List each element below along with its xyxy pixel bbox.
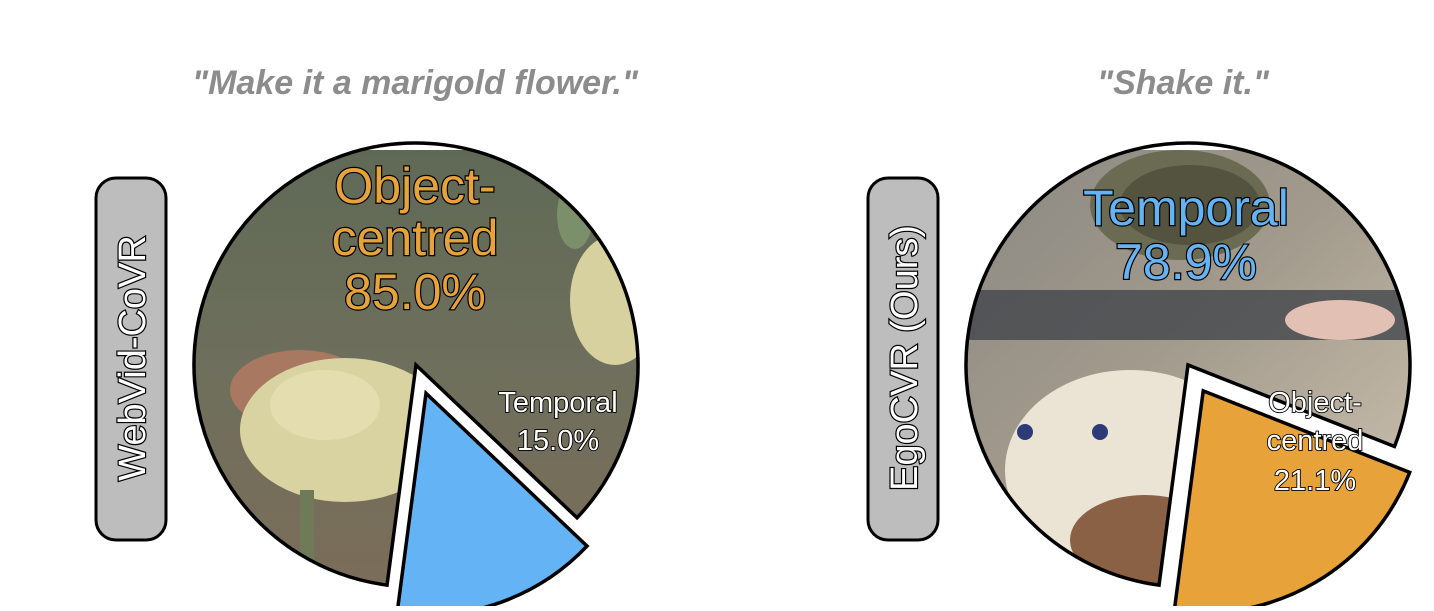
slice-label-line: Temporal [498,387,617,419]
slice-label-line: Object- [1268,387,1361,419]
dataset-label-pill: EgoCVR (Ours) [866,176,940,542]
slice-label-line: centred [1267,425,1364,457]
chart-title: "Shake it." [1097,64,1270,102]
pie-slice-object-centred [192,141,640,588]
pie-slice-object-centred [1172,388,1412,611]
dataset-label: EgoCVR (Ours) [884,225,926,491]
dataset-label-pill: WebVid-CoVR [94,176,168,542]
slice-value-label: 85.0% [344,264,486,320]
slice-label-line: centred [332,210,499,266]
slice-label-temporal: Temporal 78.9% [1082,179,1290,291]
chart-webvid: "Make it a marigold flower." WebVid-CoVR… [94,64,640,611]
slice-value-label: 15.0% [517,425,599,457]
dataset-label: WebVid-CoVR [112,235,154,481]
chart-title: "Make it a marigold flower." [192,64,639,102]
pie-slice-temporal [964,141,1412,588]
slice-label-temporal: Temporal 15.0% [497,386,618,458]
slice-label-object-centred: Object- centred 85.0% [330,157,499,321]
slice-value-label: 21.1% [1274,465,1356,497]
slice-value-label: 78.9% [1115,234,1257,290]
slice-label-line: Object- [334,158,495,214]
slice-label-line: Temporal [1083,180,1289,236]
chart-egocvr: "Shake it." EgoCVR (Ours) Temporal [866,64,1412,611]
pie-slice-temporal [395,389,590,611]
slice-label-object-centred: Object- centred 21.1% [1266,386,1365,498]
